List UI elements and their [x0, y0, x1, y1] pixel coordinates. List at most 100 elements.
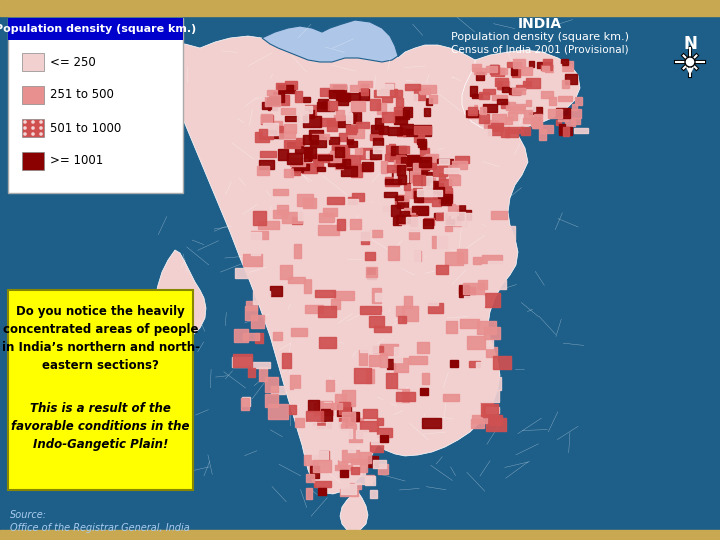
Bar — [340, 148, 349, 159]
Bar — [348, 197, 357, 204]
Bar — [366, 267, 377, 277]
Bar — [574, 129, 588, 133]
Bar — [278, 148, 288, 160]
Bar — [359, 344, 379, 353]
Bar — [392, 109, 409, 115]
Bar — [516, 85, 525, 90]
Bar — [398, 196, 408, 201]
Bar — [306, 262, 317, 278]
Bar — [505, 102, 515, 110]
Bar — [328, 90, 344, 98]
Bar — [484, 120, 498, 129]
Bar — [336, 160, 343, 170]
Bar — [437, 235, 449, 249]
Bar — [446, 191, 452, 199]
Bar — [257, 166, 269, 175]
Bar — [331, 258, 346, 273]
Bar — [479, 114, 490, 123]
Bar — [456, 249, 467, 264]
Bar — [468, 114, 480, 118]
Bar — [284, 140, 300, 149]
Bar — [397, 128, 405, 136]
Bar — [253, 212, 266, 225]
Bar — [446, 252, 463, 265]
Bar — [326, 422, 344, 430]
Bar — [332, 328, 344, 341]
Bar — [382, 94, 392, 102]
Bar — [348, 434, 354, 443]
Bar — [257, 210, 275, 217]
Circle shape — [40, 127, 42, 129]
Bar — [374, 90, 389, 97]
Bar — [498, 84, 503, 89]
Circle shape — [685, 57, 695, 67]
Bar — [489, 415, 502, 424]
Bar — [327, 197, 344, 204]
Bar — [240, 399, 248, 410]
Bar — [374, 118, 382, 129]
Bar — [347, 137, 353, 144]
Bar — [324, 251, 338, 267]
Bar — [370, 490, 377, 498]
Bar — [402, 306, 418, 321]
Bar — [372, 288, 382, 303]
Bar — [264, 394, 278, 407]
Bar — [402, 169, 414, 176]
Bar — [418, 172, 432, 183]
Bar — [307, 110, 315, 118]
Bar — [305, 150, 311, 161]
Bar — [263, 123, 278, 134]
Bar — [397, 155, 405, 164]
Bar — [351, 413, 359, 421]
Bar — [351, 102, 365, 111]
Bar — [380, 435, 388, 442]
Bar — [289, 158, 305, 166]
Bar — [361, 232, 369, 244]
Bar — [0, 0, 720, 16]
Bar — [528, 60, 534, 68]
Bar — [405, 412, 415, 422]
Bar — [491, 211, 507, 219]
Bar — [526, 78, 540, 88]
Bar — [303, 135, 318, 144]
Bar — [336, 147, 344, 157]
Bar — [245, 306, 257, 320]
Bar — [352, 193, 364, 200]
Bar — [284, 168, 292, 177]
Bar — [400, 165, 413, 173]
Bar — [313, 460, 330, 472]
Bar — [395, 107, 404, 114]
Bar — [451, 161, 467, 169]
Bar — [412, 156, 419, 161]
Bar — [444, 394, 459, 401]
Bar — [399, 213, 415, 224]
Bar — [342, 413, 355, 423]
Bar — [478, 280, 487, 289]
Bar — [351, 467, 359, 474]
Bar — [420, 388, 428, 395]
Bar — [434, 213, 449, 219]
Bar — [305, 305, 323, 313]
Bar — [328, 102, 337, 110]
Bar — [512, 89, 526, 94]
Bar — [320, 88, 335, 97]
Bar — [505, 129, 518, 137]
Bar — [424, 108, 431, 116]
Bar — [423, 219, 433, 228]
Bar — [416, 160, 428, 171]
Bar — [287, 276, 305, 283]
Bar — [265, 377, 279, 392]
Bar — [373, 460, 386, 468]
Bar — [486, 418, 506, 431]
Bar — [512, 78, 518, 86]
Bar — [314, 481, 330, 487]
Bar — [401, 158, 415, 166]
Bar — [348, 431, 362, 442]
Polygon shape — [340, 492, 368, 532]
Text: Census of India 2001 (Provisional): Census of India 2001 (Provisional) — [451, 44, 629, 54]
Bar — [371, 435, 388, 444]
Bar — [391, 146, 406, 156]
Bar — [532, 117, 540, 126]
Circle shape — [24, 121, 26, 123]
Bar — [359, 350, 367, 365]
